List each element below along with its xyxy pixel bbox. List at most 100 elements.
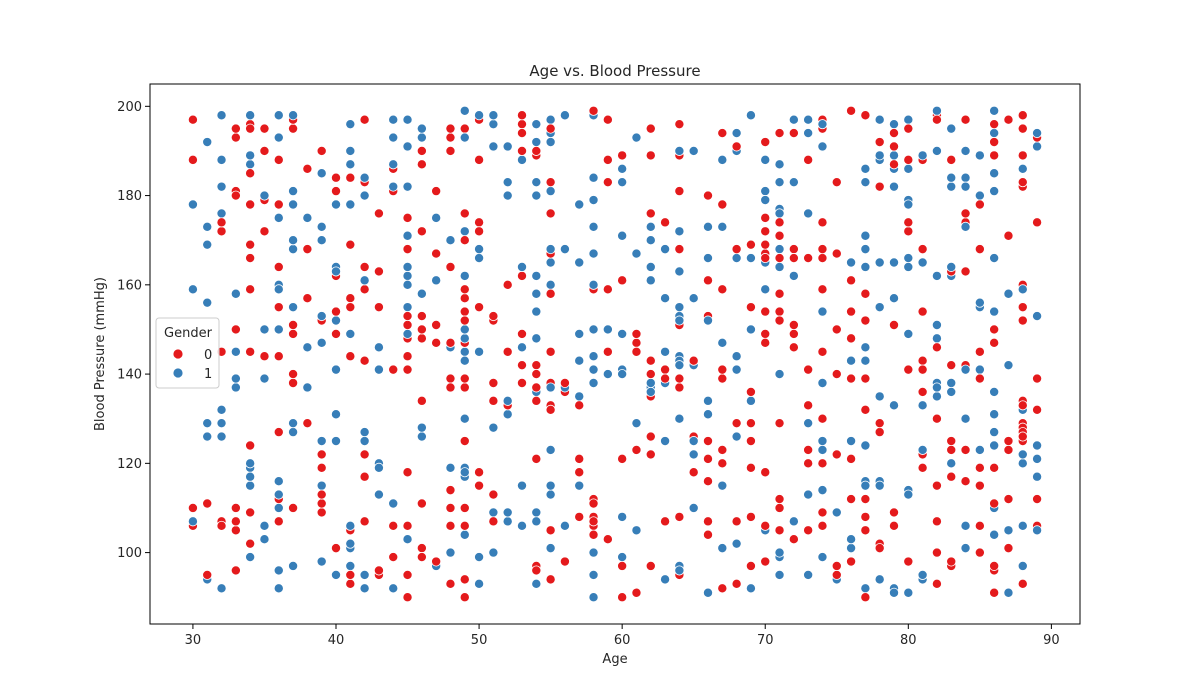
data-point-gender-0: [631, 337, 642, 348]
data-point-gender-1: [731, 364, 742, 375]
data-point-gender-0: [402, 212, 413, 223]
data-point-gender-0: [745, 560, 756, 571]
data-point-gender-1: [245, 150, 256, 161]
data-point-gender-0: [989, 587, 1000, 598]
data-point-gender-0: [288, 319, 299, 330]
data-point-gender-1: [588, 221, 599, 232]
data-point-gender-1: [388, 583, 399, 594]
data-point-gender-1: [474, 578, 485, 589]
data-point-gender-0: [1017, 150, 1028, 161]
data-point-gender-1: [760, 154, 771, 165]
data-point-gender-1: [588, 324, 599, 335]
data-point-gender-0: [474, 302, 485, 313]
data-point-gender-0: [774, 315, 785, 326]
data-point-gender-1: [674, 145, 685, 156]
data-point-gender-1: [674, 315, 685, 326]
data-point-gender-0: [703, 275, 714, 286]
data-point-gender-0: [273, 516, 284, 527]
data-point-gender-1: [674, 266, 685, 277]
data-point-gender-1: [660, 436, 671, 447]
data-point-gender-1: [989, 440, 1000, 451]
data-point-gender-1: [960, 145, 971, 156]
data-point-gender-0: [230, 123, 241, 134]
data-point-gender-0: [860, 494, 871, 505]
data-point-gender-0: [745, 386, 756, 397]
data-point-gender-0: [531, 360, 542, 371]
data-point-gender-1: [788, 114, 799, 125]
data-point-gender-0: [960, 476, 971, 487]
data-point-gender-0: [602, 284, 613, 295]
data-point-gender-0: [445, 520, 456, 531]
data-point-gender-1: [445, 235, 456, 246]
data-point-gender-1: [817, 436, 828, 447]
data-point-gender-0: [259, 145, 270, 156]
data-point-gender-0: [602, 534, 613, 545]
data-point-gender-1: [989, 105, 1000, 116]
data-point-gender-1: [302, 212, 313, 223]
data-point-gender-0: [359, 449, 370, 460]
data-point-gender-0: [245, 507, 256, 518]
data-point-gender-1: [502, 141, 513, 152]
data-point-gender-0: [645, 150, 656, 161]
data-point-gender-1: [760, 284, 771, 295]
data-point-gender-1: [774, 208, 785, 219]
data-point-gender-1: [545, 186, 556, 197]
data-point-gender-1: [359, 569, 370, 580]
data-point-gender-0: [946, 556, 957, 567]
data-point-gender-0: [803, 525, 814, 536]
data-point-gender-0: [860, 592, 871, 603]
data-point-gender-1: [1003, 525, 1014, 536]
data-point-gender-0: [889, 319, 900, 330]
data-point-gender-1: [731, 538, 742, 549]
data-point-gender-1: [803, 489, 814, 500]
data-point-gender-1: [917, 569, 928, 580]
data-point-gender-1: [502, 190, 513, 201]
data-point-gender-1: [202, 221, 213, 232]
data-point-gender-1: [459, 226, 470, 237]
data-point-gender-1: [431, 212, 442, 223]
data-point-gender-0: [488, 489, 499, 500]
data-point-gender-1: [588, 592, 599, 603]
data-point-gender-1: [288, 418, 299, 429]
data-point-gender-1: [273, 324, 284, 335]
data-point-gender-1: [989, 253, 1000, 264]
data-point-gender-1: [273, 583, 284, 594]
data-point-gender-1: [645, 235, 656, 246]
data-point-gender-1: [989, 306, 1000, 317]
y-tick-label: 160: [117, 278, 142, 293]
data-point-gender-0: [488, 516, 499, 527]
data-point-gender-1: [774, 547, 785, 558]
data-point-gender-1: [373, 342, 384, 353]
data-point-gender-0: [645, 208, 656, 219]
y-tick-label: 120: [117, 457, 142, 472]
data-point-gender-0: [459, 306, 470, 317]
data-point-gender-1: [416, 422, 427, 433]
data-point-gender-0: [989, 498, 1000, 509]
data-point-gender-1: [288, 199, 299, 210]
data-point-gender-1: [989, 427, 1000, 438]
data-point-gender-0: [288, 378, 299, 389]
data-point-gender-0: [416, 145, 427, 156]
data-point-gender-1: [316, 337, 327, 348]
data-point-gender-1: [1032, 128, 1043, 139]
data-point-gender-1: [416, 288, 427, 299]
data-point-gender-1: [588, 248, 599, 259]
data-point-gender-0: [402, 319, 413, 330]
data-point-gender-1: [874, 302, 885, 313]
y-tick-label: 180: [117, 189, 142, 204]
data-point-gender-1: [373, 364, 384, 375]
data-point-gender-1: [903, 328, 914, 339]
data-point-gender-0: [760, 556, 771, 567]
data-point-gender-0: [989, 337, 1000, 348]
data-point-gender-1: [330, 364, 341, 375]
data-point-gender-1: [316, 480, 327, 491]
data-point-gender-1: [1017, 458, 1028, 469]
data-point-gender-1: [245, 480, 256, 491]
data-point-gender-1: [788, 516, 799, 527]
data-point-gender-0: [803, 400, 814, 411]
data-point-gender-0: [373, 266, 384, 277]
data-point-gender-0: [359, 471, 370, 482]
data-point-gender-0: [273, 261, 284, 272]
data-point-gender-1: [602, 369, 613, 380]
data-point-gender-1: [946, 378, 957, 389]
